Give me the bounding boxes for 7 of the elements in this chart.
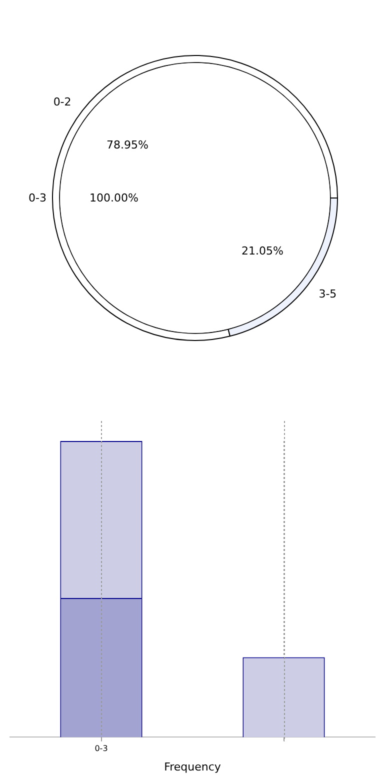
data-label: 21.05%: [241, 244, 284, 257]
slice-label: 0-3: [28, 192, 46, 204]
x-axis-title: Frequency: [164, 760, 222, 774]
slice-label: 3-5: [318, 288, 337, 301]
data-label: 78.95%: [106, 138, 148, 152]
slice-label: 0-2: [53, 95, 72, 108]
data-label: 100.00%: [90, 192, 138, 204]
